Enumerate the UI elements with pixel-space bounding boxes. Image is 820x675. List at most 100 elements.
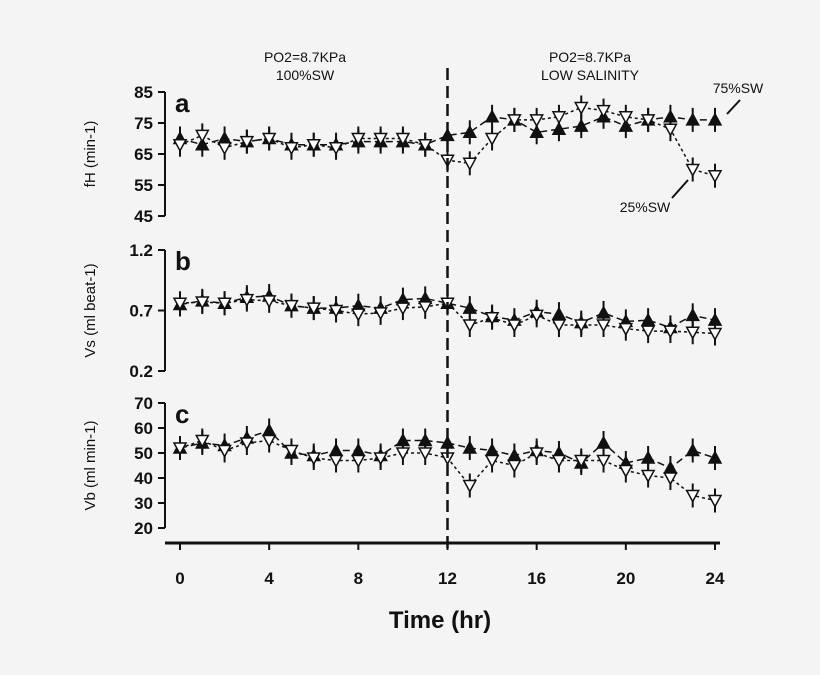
y-axis-label: Vb (ml min-1) — [82, 420, 99, 510]
data-point-25%SW — [417, 447, 433, 461]
data-point-25%SW — [640, 325, 656, 339]
data-point-25%SW — [172, 442, 188, 456]
y-tick-label: 0.7 — [129, 302, 153, 321]
x-tick-label: 16 — [527, 569, 546, 588]
data-point-75%SW — [707, 112, 723, 126]
data-point-25%SW — [172, 138, 188, 153]
data-point-25%SW — [306, 452, 322, 466]
header-left: PO2=8.7KPa 100%SW — [264, 49, 346, 83]
data-point-25%SW — [239, 293, 255, 308]
x-tick-label: 4 — [264, 569, 274, 588]
data-point-25%SW — [217, 142, 232, 156]
data-point-25%SW — [507, 319, 522, 333]
data-point-25%SW — [195, 129, 210, 143]
data-point-25%SW — [551, 111, 567, 125]
panel-label: a — [175, 88, 190, 118]
data-point-25%SW — [395, 302, 411, 316]
data-point-25%SW — [484, 312, 500, 326]
y-tick-label: 50 — [134, 444, 153, 463]
data-point-75%SW — [462, 124, 478, 139]
data-point-25%SW — [284, 444, 299, 459]
data-point-25%SW — [551, 319, 567, 333]
data-point-25%SW — [351, 132, 366, 147]
x-tick-label: 24 — [706, 569, 725, 588]
data-point-25%SW — [462, 319, 478, 333]
y-tick-label: 1.2 — [129, 241, 153, 260]
panel-label: b — [175, 246, 191, 276]
y-tick-label: 85 — [134, 83, 153, 102]
x-tick-label: 20 — [616, 569, 635, 588]
data-point-25%SW — [373, 132, 388, 147]
annotation-25sw: 25%SW — [620, 199, 671, 215]
plots: 85 75 65 55 45 a fH (min-1) 1.2 0.7 0.2 b Vs (ml be… — [82, 68, 725, 588]
data-point-25%SW — [573, 101, 589, 116]
panel-c: 70 60 50 40 30 20 c Vb (ml min-1) — [82, 394, 723, 538]
data-point-25%SW — [596, 319, 611, 333]
data-point-25%SW — [573, 454, 589, 469]
data-point-25%SW — [618, 464, 634, 479]
data-point-25%SW — [551, 454, 567, 469]
header-left-line1: PO2=8.7KPa — [264, 49, 346, 65]
header-right-line1: PO2=8.7KPa — [549, 49, 631, 65]
header-right-line2: LOW SALINITY — [541, 67, 640, 83]
data-point-25%SW — [640, 114, 656, 128]
data-point-25%SW — [663, 472, 678, 486]
data-point-75%SW — [596, 435, 611, 449]
annotation-75sw-arrow — [726, 99, 741, 115]
data-point-25%SW — [707, 169, 723, 184]
y-tick-label: 20 — [134, 519, 153, 538]
data-point-25%SW — [685, 489, 700, 504]
data-point-25%SW — [663, 123, 678, 137]
y-tick-label: 40 — [134, 469, 153, 488]
data-point-25%SW — [239, 135, 255, 150]
panel-label: c — [175, 399, 189, 429]
data-point-25%SW — [507, 459, 522, 474]
data-point-25%SW — [195, 296, 210, 310]
data-point-25%SW — [261, 132, 277, 147]
data-point-25%SW — [172, 297, 188, 311]
data-point-25%SW — [707, 494, 723, 509]
data-point-25%SW — [573, 319, 589, 333]
panel-a: 85 75 65 55 45 a fH (min-1) — [82, 83, 723, 226]
data-point-75%SW — [462, 440, 478, 454]
data-point-25%SW — [685, 326, 700, 340]
data-point-25%SW — [618, 111, 634, 125]
x-tick-label: 8 — [354, 569, 363, 588]
data-point-25%SW — [417, 138, 433, 153]
x-axis-label: Time (hr) — [389, 607, 491, 634]
data-point-75%SW — [685, 307, 700, 322]
data-point-25%SW — [306, 302, 322, 316]
data-point-25%SW — [328, 142, 344, 156]
y-tick-label: 55 — [134, 176, 153, 195]
y-tick-label: 60 — [134, 419, 153, 438]
data-point-25%SW — [395, 447, 411, 461]
data-point-75%SW — [685, 112, 700, 126]
y-tick-label: 70 — [134, 394, 153, 413]
data-point-25%SW — [529, 447, 544, 461]
data-point-25%SW — [395, 132, 411, 147]
data-point-25%SW — [373, 452, 388, 466]
data-point-25%SW — [217, 297, 232, 311]
y-tick-label: 45 — [134, 207, 153, 226]
data-point-25%SW — [618, 322, 634, 337]
y-tick-label: 75 — [134, 114, 153, 133]
data-point-25%SW — [484, 132, 500, 147]
data-point-25%SW — [707, 327, 723, 342]
y-tick-label: 30 — [134, 494, 153, 513]
data-point-25%SW — [685, 163, 700, 178]
data-point-75%SW — [685, 442, 700, 457]
data-point-25%SW — [373, 307, 388, 321]
data-point-25%SW — [306, 138, 322, 153]
data-point-25%SW — [261, 295, 277, 309]
y-axis-label: Vs (ml beat-1) — [82, 263, 99, 357]
data-point-25%SW — [195, 434, 210, 449]
data-point-25%SW — [351, 454, 366, 469]
y-tick-label: 0.2 — [129, 362, 153, 381]
data-point-75%SW — [707, 450, 723, 464]
data-point-75%SW — [484, 109, 500, 123]
data-point-25%SW — [596, 454, 611, 469]
annotation-25sw-arrow — [671, 179, 689, 199]
data-point-25%SW — [507, 114, 522, 128]
data-point-25%SW — [596, 104, 611, 119]
